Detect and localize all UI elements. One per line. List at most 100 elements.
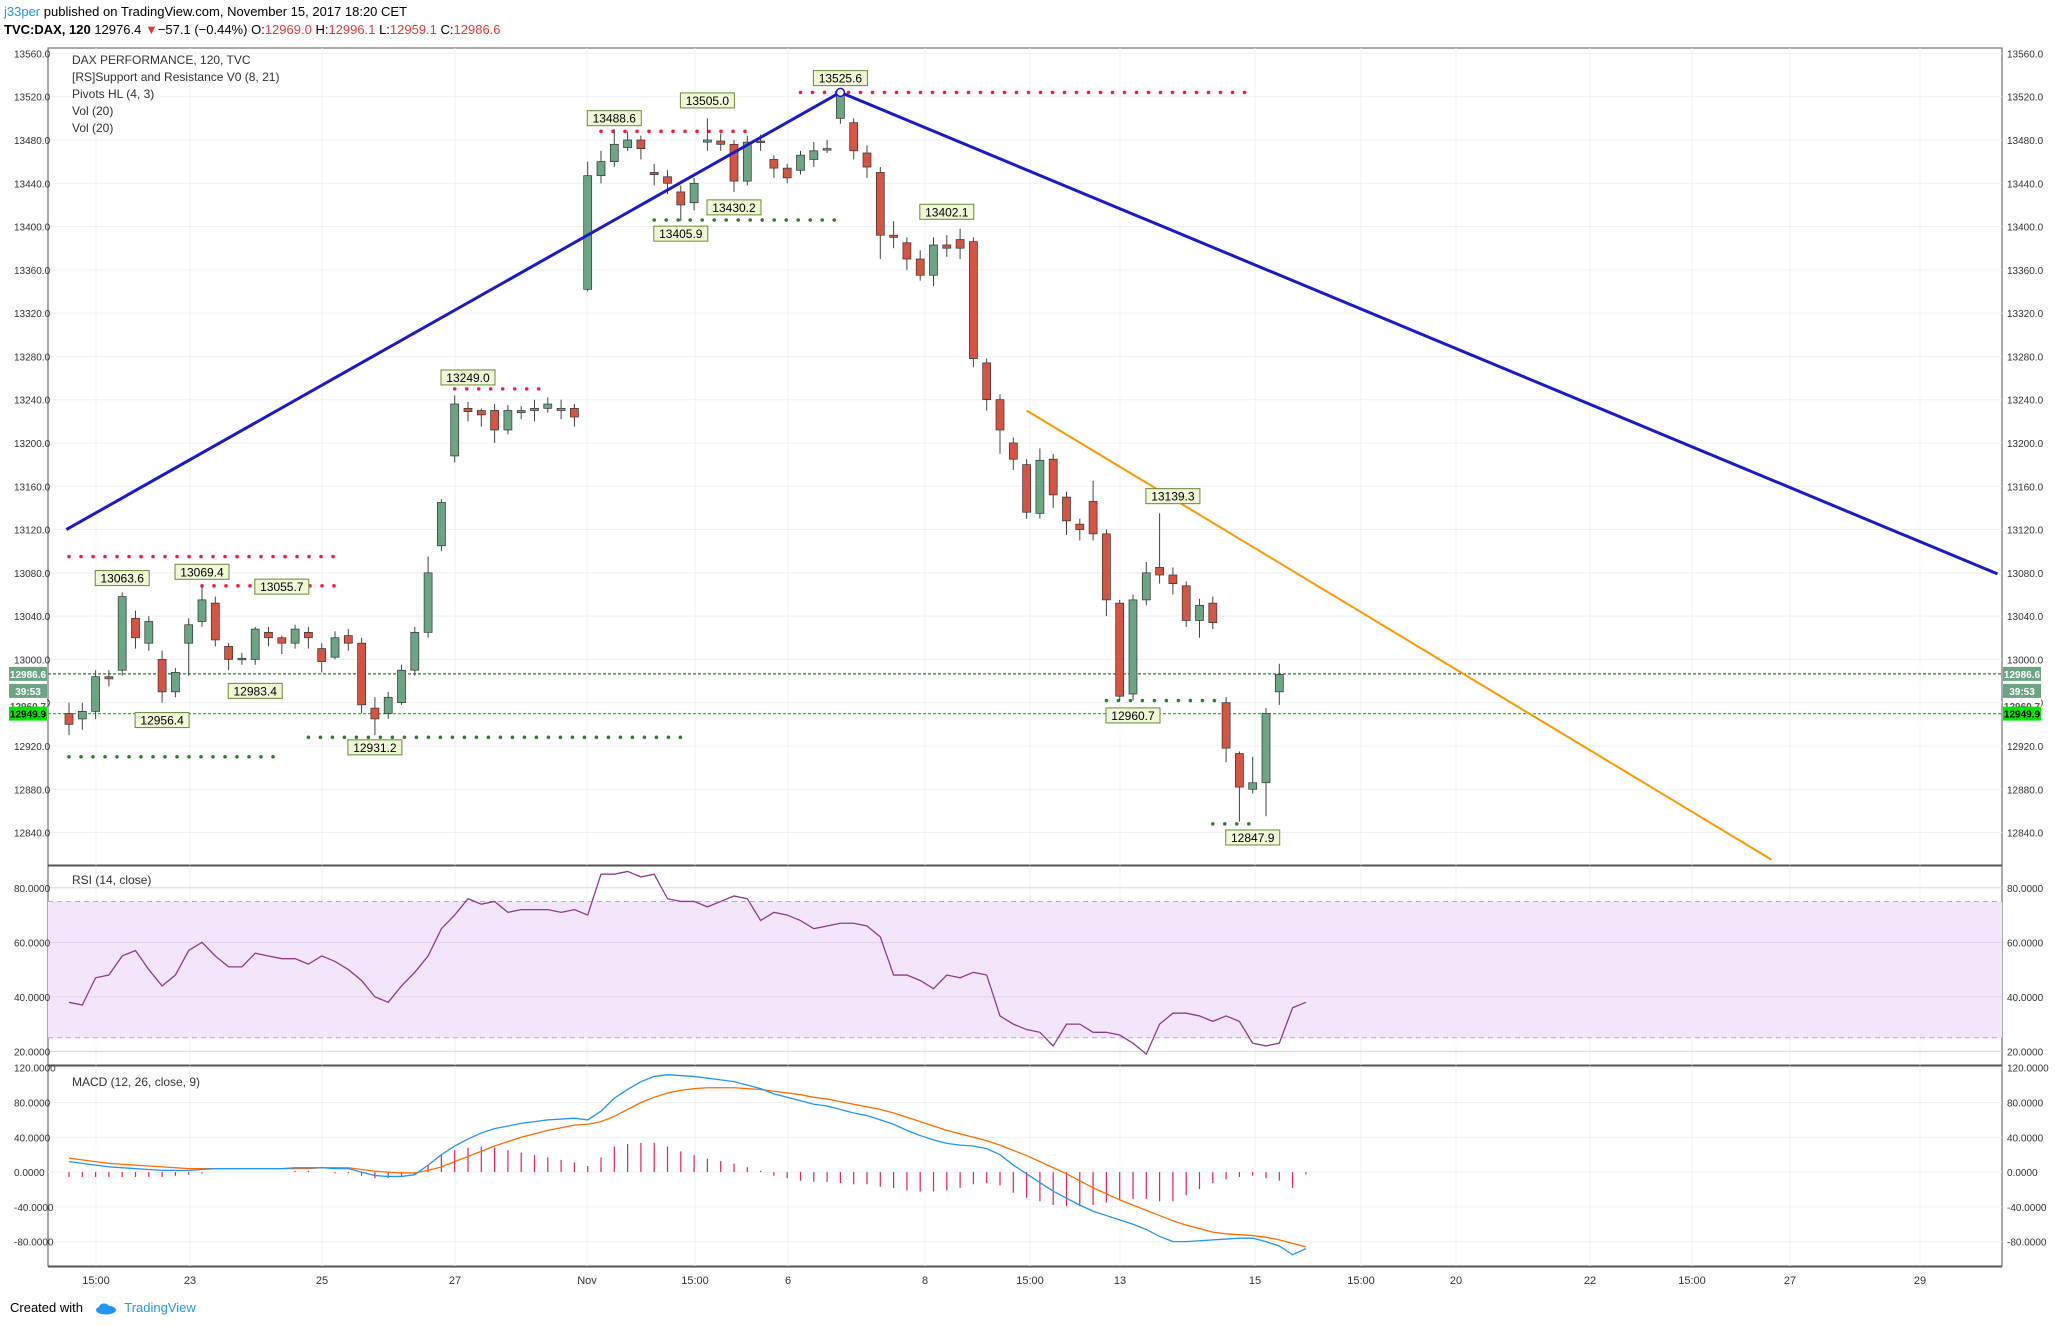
macd-tick-left: 120.0000 — [14, 1064, 56, 1075]
support-dot — [151, 754, 155, 759]
close-label: C: — [440, 22, 454, 37]
candle — [703, 118, 712, 151]
candle-body — [250, 628, 260, 660]
price-tick-left: 13240.0 — [14, 396, 51, 407]
resistance-dot — [295, 554, 299, 559]
pivot-label-text: 13488.6 — [593, 112, 637, 126]
candle — [383, 691, 393, 719]
x-tick-label: 27 — [1784, 1275, 1796, 1287]
candle-body — [330, 637, 340, 658]
candle-body — [77, 710, 87, 720]
resistance-dot — [1194, 90, 1199, 95]
pivot-label: 13249.0 — [440, 369, 496, 386]
support-dot — [1212, 698, 1217, 703]
candle — [769, 155, 779, 178]
candle-body — [703, 139, 712, 143]
resistance-dot — [151, 554, 155, 559]
resistance-dot — [647, 129, 651, 134]
resistance-dot — [894, 90, 899, 95]
created-with-text: Created with — [10, 1300, 83, 1315]
resistance-dot — [659, 129, 663, 134]
support-dot — [402, 735, 407, 740]
resistance-dot — [695, 129, 699, 134]
support-dot — [462, 735, 467, 740]
support-dot — [414, 735, 419, 740]
chart-header: j33per published on TradingView.com, Nov… — [0, 0, 2066, 40]
resistance-dot — [822, 90, 827, 95]
published-text: published on TradingView.com, November 1… — [40, 4, 408, 19]
price-tick-right: 13560.0 — [2007, 49, 2044, 60]
x-tick-label: 27 — [449, 1275, 461, 1287]
pivot-label-text: 12956.4 — [140, 714, 184, 728]
pivot-label-box — [586, 110, 642, 127]
candle-body — [117, 596, 127, 671]
price-tick-left: 13400.0 — [14, 223, 51, 234]
candle-body — [902, 242, 912, 260]
candle — [503, 405, 513, 435]
candle-body — [822, 148, 832, 151]
price-plot-area: (5)13063.613069.413055.712956.412983.412… — [48, 69, 2002, 861]
support-dot — [271, 754, 275, 759]
candle — [796, 150, 805, 175]
resistance-dot — [476, 387, 481, 391]
candle — [543, 397, 553, 413]
rsi-tick-right: 60.0000 — [2007, 938, 2044, 949]
macd-tick-right: 120.0000 — [2007, 1064, 2049, 1075]
tradingview-link[interactable]: TradingView — [124, 1300, 196, 1315]
price-tick-left: 13200.0 — [14, 439, 51, 450]
candle — [197, 585, 207, 627]
support-dot — [115, 754, 119, 759]
candle-body — [636, 139, 646, 149]
open-label: O: — [251, 22, 265, 37]
candle — [144, 616, 154, 651]
candle — [516, 406, 526, 420]
author-link[interactable]: j33per — [4, 4, 41, 19]
x-tick-label: 13 — [1114, 1275, 1126, 1287]
support-dot — [486, 735, 491, 740]
candle — [1141, 562, 1151, 606]
candle-body — [1128, 599, 1138, 695]
candle-body — [237, 657, 247, 661]
pivot-label-box — [1105, 707, 1161, 724]
resistance-dot — [103, 554, 107, 559]
pivot-label: 12931.2 — [347, 739, 403, 756]
macd-tick-left: -40.0000 — [14, 1203, 54, 1214]
pivot-label-text: 13139.3 — [1151, 490, 1195, 504]
support-dot — [676, 218, 680, 222]
candle — [264, 626, 273, 647]
symbol-name: TVC:DAX, 120 — [4, 22, 91, 37]
tradingview-cloud-icon — [95, 1303, 116, 1315]
candle — [1155, 513, 1164, 584]
candle — [1248, 756, 1258, 794]
pivot-label-box — [347, 739, 403, 756]
pivot-label-text: 13525.6 — [819, 72, 863, 86]
rsi-band — [48, 901, 2002, 1038]
resistance-dot — [707, 129, 711, 134]
candle — [1235, 751, 1244, 822]
candle-body — [144, 621, 154, 644]
support-dot — [522, 735, 527, 740]
pivot-label: 12960.7 — [1105, 707, 1161, 724]
resistance-dot — [1134, 90, 1139, 95]
candle-body — [383, 696, 393, 714]
resistance-dot — [211, 554, 215, 559]
resistance-dot — [163, 554, 167, 559]
candle — [131, 610, 140, 649]
support-dot — [546, 735, 551, 740]
candle — [875, 167, 885, 260]
candle — [729, 139, 739, 192]
support-price-tag-right: 12949.9 — [2003, 706, 2041, 721]
support-dot — [450, 735, 455, 740]
pivot-label-box — [919, 203, 975, 220]
candle-body — [1235, 753, 1244, 788]
resistance-dot — [1038, 90, 1043, 95]
candle — [250, 626, 260, 665]
candle — [64, 702, 74, 736]
pivot-label-text: 12983.4 — [234, 684, 278, 698]
resistance-dot — [524, 387, 529, 391]
price-tick-right: 13280.0 — [2007, 352, 2044, 363]
support-dot — [1211, 822, 1215, 826]
support-dot — [1223, 822, 1227, 826]
rsi-title: RSI (14, close) — [72, 873, 151, 887]
